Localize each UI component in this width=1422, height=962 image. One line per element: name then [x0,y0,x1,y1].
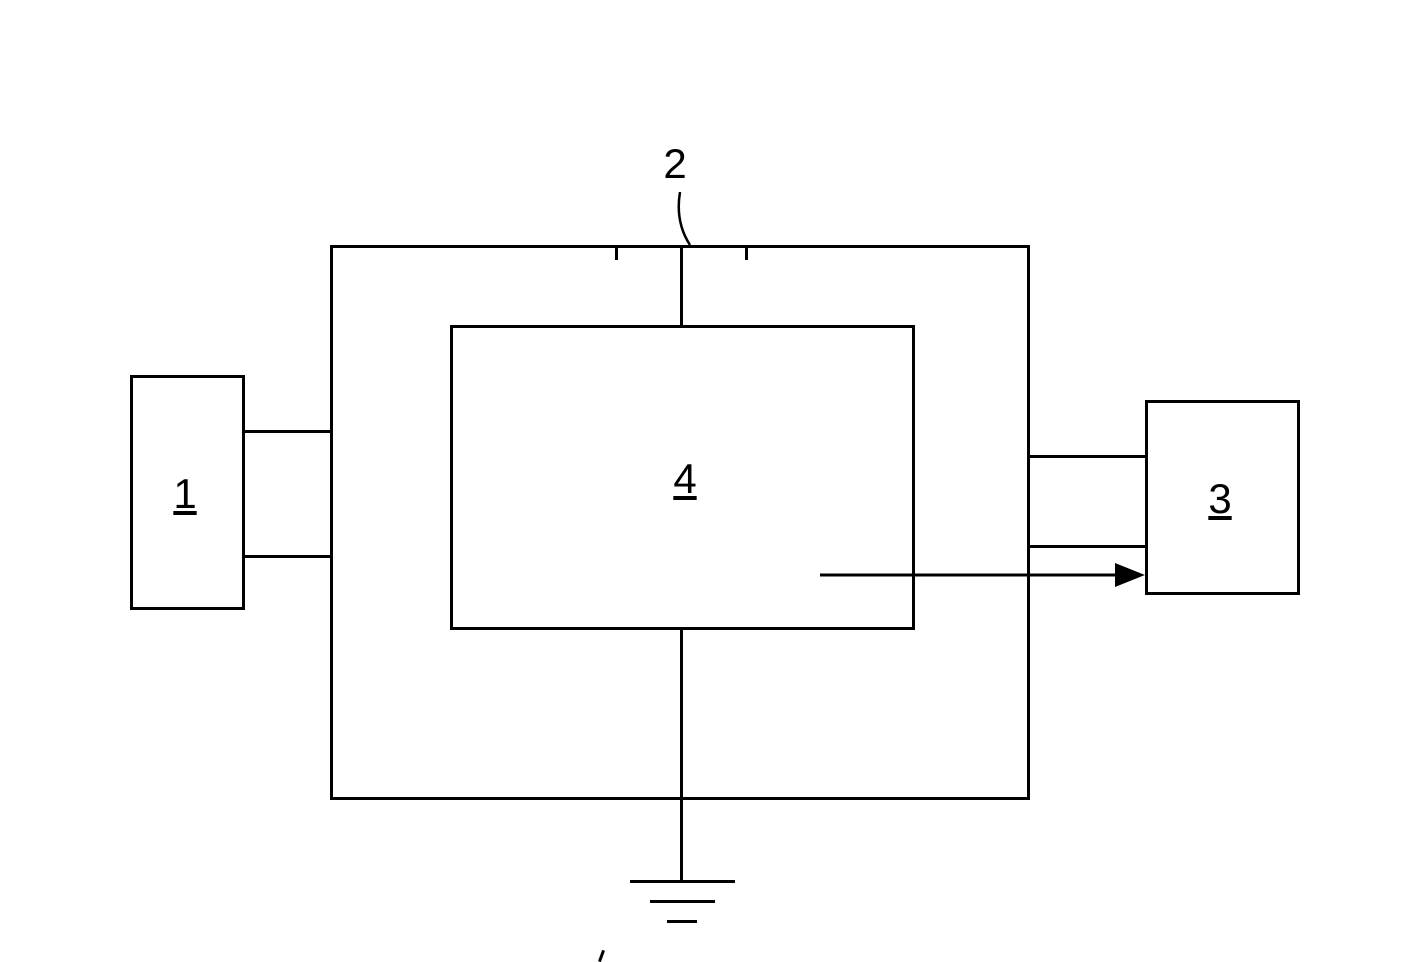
ground-bar-3 [667,920,697,923]
bottom-tick [598,950,605,962]
leader-line-2 [670,192,700,247]
connector-1-2-bottom [245,555,333,558]
ground-bar-2 [650,900,715,903]
top-mark-right [745,245,748,260]
block-diagram: 2 4 1 3 [0,0,1422,962]
ground-wire [680,630,683,880]
arrow-4-to-3 [820,555,1150,595]
connector-1-2-top [245,430,333,433]
connector-2-4-vertical-top [680,248,683,328]
label-1: 1 [170,470,200,518]
label-4: 4 [665,455,705,503]
connector-2-3-bottom [1030,545,1148,548]
ground-bar-1 [630,880,735,883]
top-mark-left [615,245,618,260]
label-2: 2 [655,140,695,188]
connector-2-3-top [1030,455,1148,458]
label-3: 3 [1205,475,1235,523]
